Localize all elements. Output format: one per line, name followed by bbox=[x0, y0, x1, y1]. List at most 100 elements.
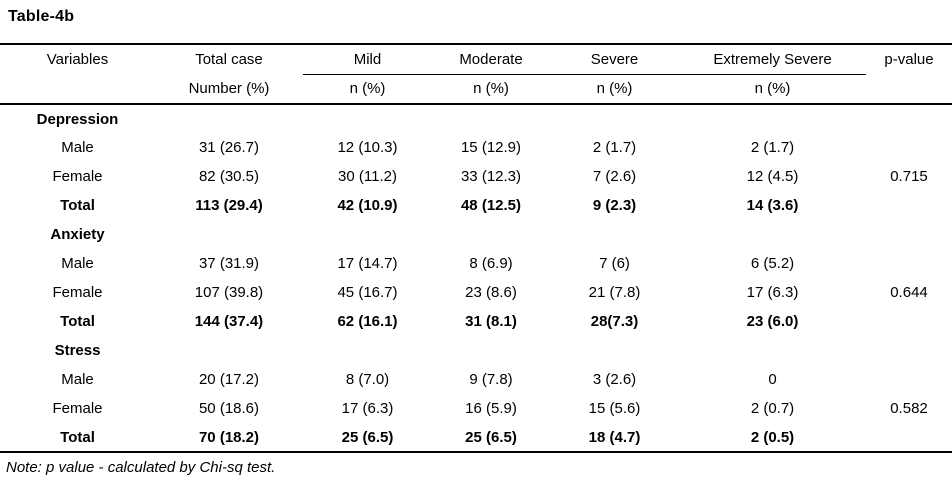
cell-extremely-severe: 14 (3.6) bbox=[746, 197, 799, 214]
section-row-depression: Depression bbox=[0, 104, 952, 133]
section-row-stress: Stress bbox=[0, 336, 952, 365]
section-label: Depression bbox=[36, 110, 119, 128]
header-variables-sub bbox=[0, 74, 155, 105]
cell-p-value: 0.644 bbox=[890, 284, 928, 301]
cell-moderate: 9 (7.8) bbox=[469, 371, 513, 388]
cell-extremely-severe: 6 (5.2) bbox=[750, 255, 795, 272]
header-moderate: Moderate bbox=[432, 44, 550, 75]
table-title: Table-4b bbox=[8, 8, 75, 25]
cell-total: 37 (31.9) bbox=[198, 255, 260, 272]
cell-p-value: 0.715 bbox=[890, 168, 928, 185]
cell-extremely-severe: 2 (0.7) bbox=[750, 400, 795, 417]
cell-severe: 2 (1.7) bbox=[592, 139, 637, 156]
cell-severe: 15 (5.6) bbox=[588, 400, 641, 417]
cell-moderate: 15 (12.9) bbox=[460, 139, 522, 156]
header-extremely-severe-n-pct: n (%) bbox=[679, 74, 866, 105]
cell-moderate: 33 (12.3) bbox=[460, 168, 522, 185]
header-variables: Variables bbox=[46, 51, 109, 68]
cell-total: 20 (17.2) bbox=[198, 371, 260, 388]
table-body: Depression Male 31 (26.7) 12 (10.3) 15 (… bbox=[0, 104, 952, 453]
cell-extremely-severe: 2 (0.5) bbox=[679, 423, 866, 453]
section-label: Stress bbox=[54, 342, 101, 359]
cell-label: Total bbox=[0, 423, 155, 453]
cell-mild: 62 (16.1) bbox=[337, 313, 398, 330]
header-moderate-n-pct: n (%) bbox=[432, 74, 550, 105]
cell-total: 107 (39.8) bbox=[194, 284, 264, 301]
header-extremely-severe: Extremely Severe bbox=[679, 44, 866, 75]
cell-mild: 30 (11.2) bbox=[338, 168, 397, 185]
cell-label: Total bbox=[60, 313, 95, 330]
cell-mild: 17 (6.3) bbox=[341, 400, 394, 417]
header-severe: Severe bbox=[550, 44, 679, 75]
cell-moderate: 48 (12.5) bbox=[460, 197, 522, 214]
header-p-value: p-value bbox=[884, 51, 934, 68]
cell-severe: 3 (2.6) bbox=[592, 371, 637, 388]
cell-moderate: 16 (5.9) bbox=[465, 400, 517, 417]
cell-label: Total bbox=[60, 197, 95, 214]
cell-mild: 42 (10.9) bbox=[337, 197, 398, 214]
cell-p-value bbox=[866, 133, 952, 162]
table-row: Female 107 (39.8) 45 (16.7) 23 (8.6) 21 … bbox=[0, 278, 952, 307]
total-row: Total 113 (29.4) 42 (10.9) 48 (12.5) 9 (… bbox=[0, 191, 952, 220]
cell-moderate: 8 (6.9) bbox=[469, 255, 513, 272]
table-header: Variables Total case Mild Moderate Sever… bbox=[0, 44, 952, 105]
cell-severe: 9 (2.3) bbox=[592, 197, 637, 214]
cell-mild: 8 (7.0) bbox=[345, 371, 390, 388]
cell-p-value bbox=[866, 423, 952, 453]
header-row-2: Number (%) n (%) n (%) n (%) n (%) bbox=[0, 74, 952, 105]
table-row: Female 50 (18.6) 17 (6.3) 16 (5.9) 15 (5… bbox=[0, 394, 952, 423]
cell-moderate: 25 (6.5) bbox=[432, 423, 550, 453]
header-total-case: Total case bbox=[195, 51, 263, 68]
cell-label: Male bbox=[61, 371, 94, 388]
cell-p-value bbox=[866, 365, 952, 394]
table-note: Note: p value - calculated by Chi-sq tes… bbox=[6, 459, 276, 476]
table-row: Male 20 (17.2) 8 (7.0) 9 (7.8) 3 (2.6) 0 bbox=[0, 365, 952, 394]
cell-extremely-severe: 17 (6.3) bbox=[746, 284, 799, 301]
table-row: Female 82 (30.5) 30 (11.2) 33 (12.3) 7 (… bbox=[0, 162, 952, 191]
cell-mild: 45 (16.7) bbox=[337, 284, 398, 301]
cell-p-value bbox=[866, 249, 952, 278]
cell-total: 82 (30.5) bbox=[198, 168, 260, 185]
cell-extremely-severe: 0 bbox=[768, 371, 777, 388]
cell-severe: 7 (6) bbox=[599, 255, 630, 272]
cell-severe: 28(7.3) bbox=[590, 313, 639, 330]
cell-label: Male bbox=[61, 255, 94, 272]
cell-severe: 7 (2.6) bbox=[592, 168, 637, 185]
cell-mild: 12 (10.3) bbox=[337, 139, 398, 156]
results-table: Variables Total case Mild Moderate Sever… bbox=[0, 43, 952, 453]
cell-p-value: 0.582 bbox=[890, 400, 928, 417]
cell-severe: 21 (7.8) bbox=[588, 284, 641, 301]
cell-mild: 25 (6.5) bbox=[303, 423, 432, 453]
table-row: Male 37 (31.9) 17 (14.7) 8 (6.9) 7 (6) 6… bbox=[0, 249, 952, 278]
cell-moderate: 31 (8.1) bbox=[465, 313, 517, 330]
header-mild: Mild bbox=[303, 44, 432, 75]
cell-extremely-severe: 23 (6.0) bbox=[746, 313, 799, 330]
header-mild-n-pct: n (%) bbox=[303, 74, 432, 105]
cell-label: Female bbox=[52, 400, 103, 417]
table-row: Male 31 (26.7) 12 (10.3) 15 (12.9) 2 (1.… bbox=[0, 133, 952, 162]
total-row: Total 144 (37.4) 62 (16.1) 31 (8.1) 28(7… bbox=[0, 307, 952, 336]
section-row-anxiety: Anxiety bbox=[0, 220, 952, 249]
cell-total: 50 (18.6) bbox=[198, 400, 260, 417]
cell-label: Female bbox=[52, 168, 103, 185]
header-number-pct: Number (%) bbox=[155, 74, 303, 105]
cell-total: 113 (29.4) bbox=[195, 197, 263, 214]
cell-total: 70 (18.2) bbox=[155, 423, 303, 453]
cell-total: 31 (26.7) bbox=[198, 139, 260, 156]
cell-p-value bbox=[866, 191, 952, 220]
header-severe-n-pct: n (%) bbox=[550, 74, 679, 105]
cell-p-value bbox=[866, 307, 952, 336]
cell-severe: 18 (4.7) bbox=[550, 423, 679, 453]
cell-moderate: 23 (8.6) bbox=[465, 284, 517, 301]
header-p-value-sub bbox=[866, 74, 952, 105]
cell-mild: 17 (14.7) bbox=[337, 255, 398, 272]
section-label: Anxiety bbox=[50, 226, 105, 243]
header-row-1: Variables Total case Mild Moderate Sever… bbox=[0, 44, 952, 75]
cell-extremely-severe: 12 (4.5) bbox=[746, 168, 799, 185]
total-row: Total 70 (18.2) 25 (6.5) 25 (6.5) 18 (4.… bbox=[0, 423, 952, 453]
cell-label: Female bbox=[52, 284, 103, 301]
cell-label: Male bbox=[61, 139, 94, 156]
cell-extremely-severe: 2 (1.7) bbox=[750, 139, 795, 156]
cell-total: 144 (37.4) bbox=[194, 313, 264, 330]
